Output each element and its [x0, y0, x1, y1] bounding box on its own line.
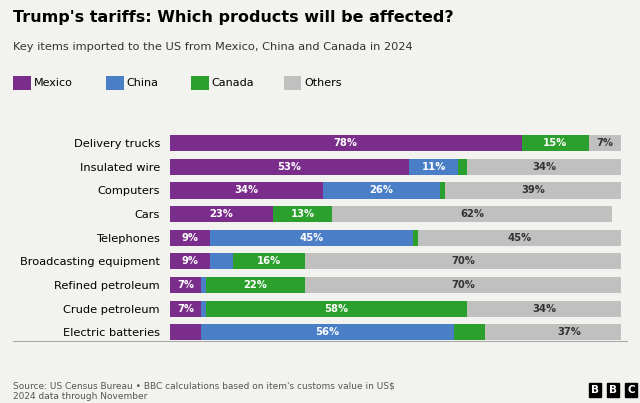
Text: 56%: 56% — [316, 327, 340, 337]
Text: 23%: 23% — [209, 209, 234, 219]
Bar — [440, 183, 445, 199]
Text: 16%: 16% — [257, 256, 281, 266]
Bar — [170, 277, 201, 293]
Bar — [305, 277, 621, 293]
Bar — [467, 301, 621, 317]
Bar — [233, 253, 305, 270]
Bar — [413, 230, 418, 246]
Bar — [458, 159, 467, 175]
Bar — [170, 135, 522, 151]
Text: 37%: 37% — [557, 327, 581, 337]
Bar — [170, 206, 273, 222]
Text: Canada: Canada — [212, 78, 255, 88]
Bar — [201, 301, 205, 317]
Text: Trump's tariffs: Which products will be affected?: Trump's tariffs: Which products will be … — [13, 10, 453, 25]
Bar — [205, 277, 305, 293]
Bar — [418, 230, 621, 246]
Text: 15%: 15% — [543, 138, 568, 148]
Text: 39%: 39% — [521, 185, 545, 195]
Bar — [409, 159, 458, 175]
Text: 7%: 7% — [177, 280, 194, 290]
Bar — [170, 324, 201, 341]
Text: 70%: 70% — [451, 280, 475, 290]
Text: 62%: 62% — [460, 209, 484, 219]
Text: 53%: 53% — [277, 162, 301, 172]
Bar — [205, 301, 467, 317]
Bar — [467, 159, 621, 175]
Text: B: B — [609, 385, 617, 395]
Text: 9%: 9% — [181, 256, 198, 266]
Text: 45%: 45% — [507, 233, 531, 243]
Bar — [323, 183, 440, 199]
Bar — [201, 324, 454, 341]
Bar — [273, 206, 332, 222]
Text: 11%: 11% — [421, 162, 445, 172]
Bar — [170, 301, 201, 317]
Bar — [454, 324, 486, 341]
Bar — [170, 183, 323, 199]
Text: 7%: 7% — [177, 304, 194, 314]
Bar — [210, 253, 233, 270]
Text: 9%: 9% — [181, 233, 198, 243]
Text: 22%: 22% — [243, 280, 268, 290]
Bar — [486, 324, 640, 341]
Text: 26%: 26% — [370, 185, 394, 195]
Text: C: C — [627, 385, 635, 395]
Bar — [445, 183, 621, 199]
Bar — [305, 253, 621, 270]
Text: Source: US Census Bureau • BBC calculations based on item's customs value in US$: Source: US Census Bureau • BBC calculati… — [13, 382, 394, 401]
Text: China: China — [127, 78, 159, 88]
Text: 45%: 45% — [300, 233, 324, 243]
Bar — [589, 135, 621, 151]
Bar — [170, 159, 409, 175]
Bar — [210, 230, 413, 246]
Text: 78%: 78% — [333, 138, 358, 148]
Bar — [332, 206, 612, 222]
Text: Mexico: Mexico — [34, 78, 73, 88]
Text: Others: Others — [305, 78, 342, 88]
Bar — [201, 277, 205, 293]
Text: 34%: 34% — [234, 185, 259, 195]
Text: 70%: 70% — [451, 256, 475, 266]
Text: 34%: 34% — [532, 162, 556, 172]
Text: 13%: 13% — [291, 209, 315, 219]
Text: Key items imported to the US from Mexico, China and Canada in 2024: Key items imported to the US from Mexico… — [13, 42, 412, 52]
Text: B: B — [591, 385, 599, 395]
Bar — [170, 230, 210, 246]
Text: 7%: 7% — [596, 138, 614, 148]
Text: 34%: 34% — [532, 304, 556, 314]
Text: 58%: 58% — [324, 304, 349, 314]
Bar — [522, 135, 589, 151]
Bar — [170, 253, 210, 270]
